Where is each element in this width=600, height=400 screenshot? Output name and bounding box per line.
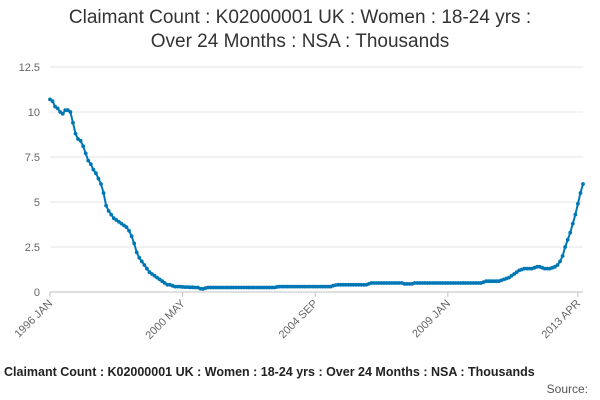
x-tick-label: 1996 JAN bbox=[12, 298, 55, 341]
data-point bbox=[129, 234, 134, 239]
data-point bbox=[68, 110, 73, 114]
y-tick-label: 5 bbox=[34, 197, 40, 209]
data-point bbox=[576, 201, 580, 206]
x-tick-label: 2009 JAN bbox=[410, 298, 453, 341]
data-point bbox=[565, 237, 570, 242]
source-label: Source: bbox=[546, 382, 588, 396]
data-point bbox=[558, 259, 562, 264]
data-point bbox=[127, 228, 131, 233]
data-point bbox=[581, 182, 585, 186]
data-point bbox=[578, 191, 583, 195]
data-point bbox=[73, 131, 78, 136]
data-point bbox=[568, 230, 573, 235]
data-point bbox=[71, 120, 75, 125]
data-point bbox=[139, 259, 144, 264]
grid bbox=[50, 66, 583, 248]
data-point bbox=[106, 209, 111, 213]
data-point bbox=[573, 212, 578, 217]
data-point bbox=[104, 203, 109, 208]
data-point bbox=[96, 176, 101, 181]
data-point bbox=[83, 151, 88, 156]
data-point bbox=[109, 212, 114, 217]
data-point bbox=[88, 162, 93, 167]
data-point bbox=[137, 255, 142, 260]
data-point bbox=[91, 167, 96, 172]
data-point bbox=[560, 254, 565, 258]
data-point bbox=[570, 221, 575, 226]
data-point bbox=[124, 225, 129, 230]
data-point bbox=[101, 191, 106, 195]
data-point bbox=[134, 250, 139, 255]
data-point bbox=[86, 158, 91, 163]
x-tick-label: 2004 SEP bbox=[277, 298, 321, 342]
data-point bbox=[50, 99, 55, 104]
data-point bbox=[60, 111, 65, 116]
data-point bbox=[81, 144, 86, 149]
data-point bbox=[142, 263, 147, 267]
y-tick-label: 2.5 bbox=[25, 242, 40, 254]
series-layer bbox=[48, 97, 585, 291]
y-tick-label: 7.5 bbox=[25, 152, 40, 164]
data-point bbox=[563, 245, 568, 249]
y-tick-label: 0 bbox=[34, 287, 40, 299]
y-axis-ticks: 0 2.5 5 7.5 10 12.5 bbox=[19, 62, 40, 299]
data-point bbox=[78, 138, 83, 143]
y-tick-label: 10 bbox=[28, 107, 40, 119]
data-point bbox=[94, 171, 98, 176]
y-tick-label: 12.5 bbox=[19, 62, 40, 74]
footer-title: Claimant Count : K02000001 UK : Women : … bbox=[4, 365, 535, 379]
series-line bbox=[49, 98, 584, 290]
x-axis-ticks: 1996 JAN 2000 MAY 2004 SEP 2009 JAN 2013 APR bbox=[12, 292, 583, 342]
data-point bbox=[145, 266, 149, 271]
data-point bbox=[55, 106, 60, 111]
chart-title: Claimant Count : K02000001 UK : Women : … bbox=[68, 7, 532, 52]
data-point bbox=[132, 241, 137, 246]
data-point bbox=[555, 263, 560, 267]
data-point bbox=[99, 182, 103, 186]
x-tick-label: 2013 APR bbox=[540, 298, 584, 342]
x-tick-label: 2000 MAY bbox=[143, 297, 188, 342]
